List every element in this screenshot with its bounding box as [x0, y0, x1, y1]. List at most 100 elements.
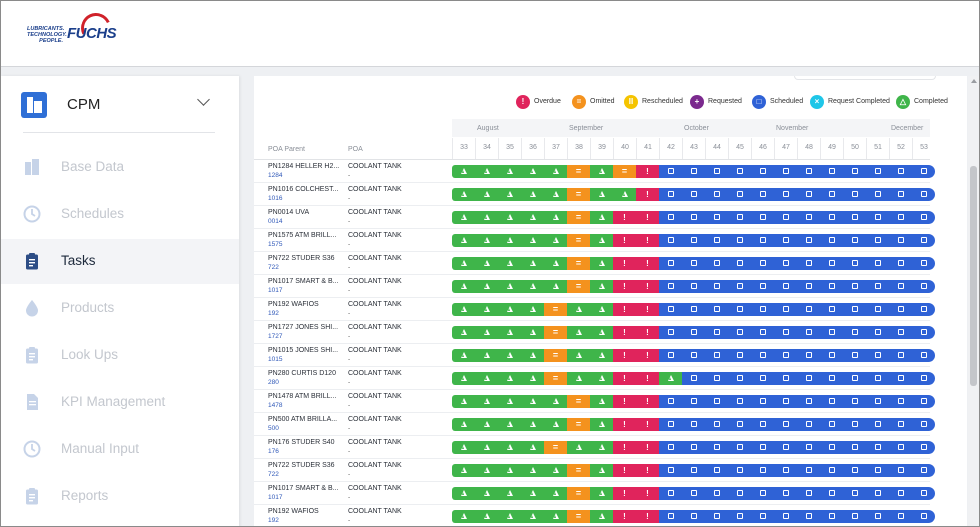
task-cell-scheduled[interactable] [682, 234, 705, 247]
task-cell-scheduled[interactable] [751, 280, 774, 293]
task-cell-scheduled[interactable] [889, 188, 912, 201]
task-cell-scheduled[interactable] [912, 395, 935, 408]
task-cell-scheduled[interactable] [728, 234, 751, 247]
task-cell-overdue[interactable]: ! [613, 257, 636, 270]
week-header[interactable]: 33 [452, 138, 475, 160]
task-cell-completed[interactable] [452, 188, 475, 201]
task-cell-completed[interactable] [590, 510, 613, 523]
task-cell-scheduled[interactable] [682, 280, 705, 293]
task-cell-scheduled[interactable] [682, 211, 705, 224]
task-cell-scheduled[interactable] [659, 395, 682, 408]
task-cell-scheduled[interactable] [820, 372, 843, 385]
task-cell-overdue[interactable]: ! [636, 441, 659, 454]
task-cell-completed[interactable] [590, 257, 613, 270]
task-cell-scheduled[interactable] [866, 510, 889, 523]
task-cell-completed[interactable] [590, 487, 613, 500]
week-header[interactable]: 52 [889, 138, 912, 160]
task-cell-completed[interactable] [498, 303, 521, 316]
task-cell-completed[interactable] [590, 234, 613, 247]
task-cell-completed[interactable] [452, 211, 475, 224]
task-cell-scheduled[interactable] [866, 349, 889, 362]
task-cell-scheduled[interactable] [682, 349, 705, 362]
sidebar-item-tasks[interactable]: Tasks [1, 239, 239, 284]
task-cell-completed[interactable] [544, 211, 567, 224]
table-row[interactable]: PN1575 ATM BRILL... 1575 COOLANT TANK - =!! [254, 229, 935, 252]
task-cell-scheduled[interactable] [866, 395, 889, 408]
task-cell-scheduled[interactable] [843, 303, 866, 316]
week-header[interactable]: 41 [636, 138, 659, 160]
task-cell-scheduled[interactable] [705, 349, 728, 362]
week-header[interactable]: 40 [613, 138, 636, 160]
task-cell-scheduled[interactable] [912, 510, 935, 523]
task-cell-scheduled[interactable] [889, 257, 912, 270]
task-cell-scheduled[interactable] [797, 395, 820, 408]
task-cell-completed[interactable] [475, 349, 498, 362]
sidebar-item-kpi-management[interactable]: KPI Management [1, 380, 239, 425]
task-cell-completed[interactable] [475, 234, 498, 247]
task-cell-scheduled[interactable] [728, 487, 751, 500]
task-cell-scheduled[interactable] [820, 326, 843, 339]
task-cell-scheduled[interactable] [751, 395, 774, 408]
module-selector[interactable]: CPM [21, 90, 216, 122]
task-cell-overdue[interactable]: ! [613, 211, 636, 224]
task-cell-scheduled[interactable] [912, 418, 935, 431]
task-cell-scheduled[interactable] [659, 303, 682, 316]
task-cell-scheduled[interactable] [751, 464, 774, 477]
task-cell-scheduled[interactable] [912, 234, 935, 247]
task-cell-completed[interactable] [521, 395, 544, 408]
task-cell-overdue[interactable]: ! [613, 326, 636, 339]
task-cell-scheduled[interactable] [705, 372, 728, 385]
task-cell-completed[interactable] [521, 165, 544, 178]
task-cell-scheduled[interactable] [866, 188, 889, 201]
week-header[interactable]: 42 [659, 138, 682, 160]
task-cell-scheduled[interactable] [866, 257, 889, 270]
week-header[interactable]: 35 [498, 138, 521, 160]
task-cell-omitted[interactable]: = [567, 464, 590, 477]
task-cell-overdue[interactable]: ! [636, 165, 659, 178]
task-cell-completed[interactable] [590, 280, 613, 293]
task-cell-overdue[interactable]: ! [636, 395, 659, 408]
task-cell-completed[interactable] [544, 188, 567, 201]
task-cell-scheduled[interactable] [866, 418, 889, 431]
task-cell-scheduled[interactable] [820, 303, 843, 316]
sidebar-item-reports[interactable]: Reports [1, 474, 239, 519]
task-cell-scheduled[interactable] [659, 280, 682, 293]
task-cell-scheduled[interactable] [889, 441, 912, 454]
task-cell-completed[interactable] [521, 280, 544, 293]
task-cell-completed[interactable] [521, 257, 544, 270]
task-cell-completed[interactable] [498, 441, 521, 454]
task-cell-completed[interactable] [544, 510, 567, 523]
task-cell-completed[interactable] [590, 211, 613, 224]
task-cell-scheduled[interactable] [682, 257, 705, 270]
task-cell-scheduled[interactable] [843, 188, 866, 201]
task-cell-scheduled[interactable] [659, 211, 682, 224]
task-cell-scheduled[interactable] [774, 372, 797, 385]
task-cell-scheduled[interactable] [728, 464, 751, 477]
task-cell-completed[interactable] [521, 188, 544, 201]
task-cell-completed[interactable] [544, 257, 567, 270]
task-cell-omitted[interactable]: = [544, 303, 567, 316]
week-header[interactable]: 37 [544, 138, 567, 160]
task-cell-scheduled[interactable] [682, 326, 705, 339]
task-cell-scheduled[interactable] [889, 303, 912, 316]
task-cell-scheduled[interactable] [797, 510, 820, 523]
task-cell-scheduled[interactable] [774, 257, 797, 270]
task-cell-scheduled[interactable] [682, 303, 705, 316]
task-cell-completed[interactable] [452, 418, 475, 431]
task-cell-scheduled[interactable] [682, 165, 705, 178]
task-cell-scheduled[interactable] [912, 464, 935, 477]
week-header[interactable]: 43 [682, 138, 705, 160]
task-cell-scheduled[interactable] [751, 487, 774, 500]
task-cell-overdue[interactable]: ! [613, 280, 636, 293]
task-cell-scheduled[interactable] [682, 418, 705, 431]
task-cell-scheduled[interactable] [774, 165, 797, 178]
task-cell-completed[interactable] [659, 372, 682, 385]
task-cell-completed[interactable] [498, 464, 521, 477]
task-cell-scheduled[interactable] [912, 487, 935, 500]
task-cell-scheduled[interactable] [797, 418, 820, 431]
task-cell-scheduled[interactable] [774, 234, 797, 247]
task-cell-scheduled[interactable] [705, 510, 728, 523]
task-cell-completed[interactable] [567, 326, 590, 339]
task-cell-completed[interactable] [590, 326, 613, 339]
task-cell-scheduled[interactable] [751, 441, 774, 454]
